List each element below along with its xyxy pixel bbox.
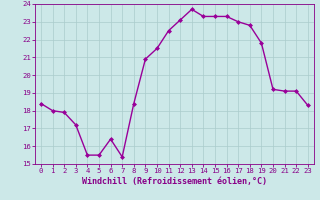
X-axis label: Windchill (Refroidissement éolien,°C): Windchill (Refroidissement éolien,°C) <box>82 177 267 186</box>
